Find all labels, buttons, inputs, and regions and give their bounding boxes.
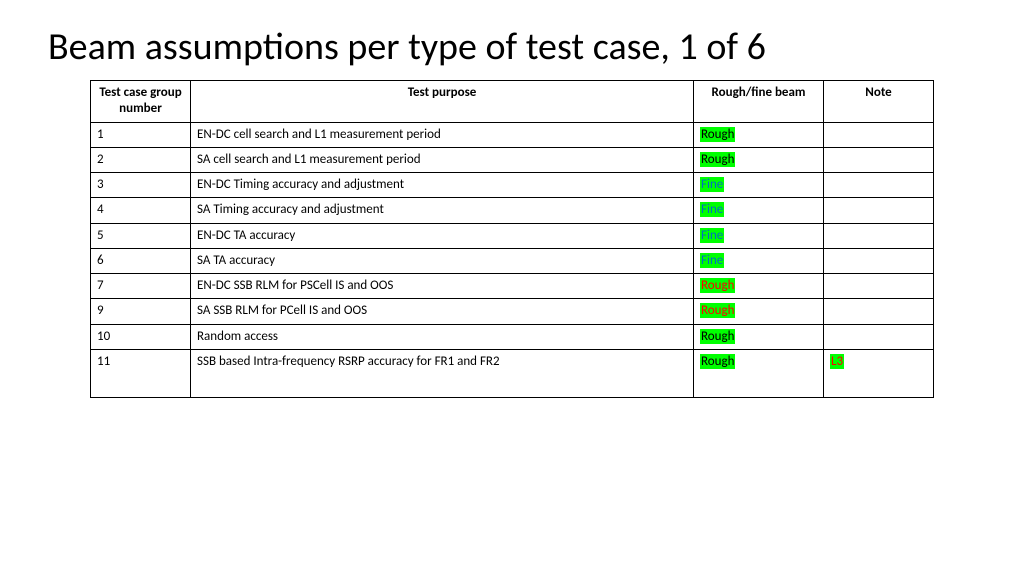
cell-beam: Rough — [694, 274, 824, 299]
beam-assumptions-table: Test case group number Test purpose Roug… — [90, 80, 934, 398]
cell-note — [824, 274, 934, 299]
cell-note — [824, 198, 934, 223]
cell-beam: Fine — [694, 248, 824, 273]
beam-highlight: Rough — [700, 152, 735, 167]
cell-test-purpose: EN-DC TA accuracy — [191, 223, 694, 248]
beam-highlight: Fine — [700, 228, 724, 243]
cell-note — [824, 223, 934, 248]
cell-beam: Rough — [694, 122, 824, 147]
table-row: 5EN-DC TA accuracy Fine — [91, 223, 934, 248]
cell-beam: Rough — [694, 324, 824, 349]
table-row: 6SA TA accuracy Fine — [91, 248, 934, 273]
table-row: 4SA Timing accuracy and adjustment Fine — [91, 198, 934, 223]
table-row: 1EN-DC cell search and L1 measurement pe… — [91, 122, 934, 147]
cell-beam: Fine — [694, 223, 824, 248]
note-highlight: L3 — [830, 354, 844, 369]
cell-group-number: 3 — [91, 173, 191, 198]
table-row: 7EN-DC SSB RLM for PSCell IS and OOS Roug… — [91, 274, 934, 299]
cell-group-number: 11 — [91, 349, 191, 397]
cell-note: L3 — [824, 349, 934, 397]
cell-note — [824, 299, 934, 324]
cell-note — [824, 248, 934, 273]
cell-test-purpose: SA Timing accuracy and adjustment — [191, 198, 694, 223]
col-header-group: Test case group number — [91, 81, 191, 123]
table-row: 11SSB based Intra-frequency RSRP accurac… — [91, 349, 934, 397]
cell-note — [824, 324, 934, 349]
cell-group-number: 2 — [91, 147, 191, 172]
cell-beam: Fine — [694, 198, 824, 223]
cell-beam: Rough — [694, 299, 824, 324]
cell-group-number: 10 — [91, 324, 191, 349]
cell-test-purpose: SA cell search and L1 measurement period — [191, 147, 694, 172]
table-header-row: Test case group number Test purpose Roug… — [91, 81, 934, 123]
table-container: Test case group number Test purpose Roug… — [0, 80, 1024, 398]
beam-highlight: Rough — [700, 127, 735, 142]
beam-highlight: Rough — [700, 354, 735, 369]
cell-note — [824, 122, 934, 147]
beam-highlight: Rough — [700, 303, 735, 318]
col-header-note: Note — [824, 81, 934, 123]
cell-group-number: 6 — [91, 248, 191, 273]
beam-highlight: Rough — [700, 329, 735, 344]
table-row: 9SA SSB RLM for PCell IS and OOS Rough — [91, 299, 934, 324]
table-row: 10Random access Rough — [91, 324, 934, 349]
cell-group-number: 4 — [91, 198, 191, 223]
cell-group-number: 5 — [91, 223, 191, 248]
cell-beam: Rough — [694, 349, 824, 397]
cell-test-purpose: EN-DC SSB RLM for PSCell IS and OOS — [191, 274, 694, 299]
beam-highlight: Rough — [700, 278, 735, 293]
cell-group-number: 7 — [91, 274, 191, 299]
col-header-purpose: Test purpose — [191, 81, 694, 123]
cell-group-number: 9 — [91, 299, 191, 324]
page-title: Beam assumptions per type of test case, … — [0, 0, 1024, 80]
cell-test-purpose: SA SSB RLM for PCell IS and OOS — [191, 299, 694, 324]
cell-beam: Fine — [694, 173, 824, 198]
beam-highlight: Fine — [700, 253, 724, 268]
cell-note — [824, 173, 934, 198]
beam-highlight: Fine — [700, 202, 724, 217]
cell-group-number: 1 — [91, 122, 191, 147]
cell-test-purpose: EN-DC Timing accuracy and adjustment — [191, 173, 694, 198]
table-row: 3EN-DC Timing accuracy and adjustment Fin… — [91, 173, 934, 198]
cell-test-purpose: Random access — [191, 324, 694, 349]
col-header-beam: Rough/fine beam — [694, 81, 824, 123]
table-row: 2SA cell search and L1 measurement perio… — [91, 147, 934, 172]
cell-test-purpose: SA TA accuracy — [191, 248, 694, 273]
cell-beam: Rough — [694, 147, 824, 172]
cell-note — [824, 147, 934, 172]
cell-test-purpose: EN-DC cell search and L1 measurement per… — [191, 122, 694, 147]
cell-test-purpose: SSB based Intra-frequency RSRP accuracy … — [191, 349, 694, 397]
beam-highlight: Fine — [700, 177, 724, 192]
